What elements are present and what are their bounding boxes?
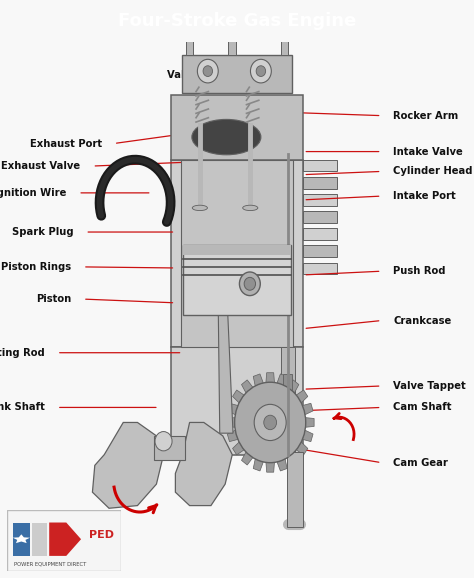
- Polygon shape: [266, 373, 274, 383]
- Polygon shape: [305, 418, 314, 427]
- Polygon shape: [277, 374, 287, 386]
- Text: Exhaust Port: Exhaust Port: [30, 139, 102, 149]
- Text: Cam Gear: Cam Gear: [393, 458, 448, 468]
- Polygon shape: [277, 459, 287, 471]
- FancyBboxPatch shape: [279, 31, 290, 39]
- Polygon shape: [175, 423, 232, 506]
- Circle shape: [155, 432, 172, 451]
- Text: Valve Tappet: Valve Tappet: [393, 381, 466, 391]
- FancyBboxPatch shape: [303, 194, 337, 206]
- FancyBboxPatch shape: [283, 374, 292, 390]
- Ellipse shape: [243, 205, 258, 210]
- FancyBboxPatch shape: [283, 412, 292, 428]
- Polygon shape: [92, 423, 164, 508]
- Text: Crank Shaft: Crank Shaft: [0, 402, 45, 413]
- FancyBboxPatch shape: [303, 262, 337, 275]
- Circle shape: [235, 382, 306, 462]
- Polygon shape: [296, 390, 308, 403]
- FancyBboxPatch shape: [171, 347, 303, 455]
- Polygon shape: [288, 380, 299, 393]
- Polygon shape: [233, 390, 244, 403]
- FancyBboxPatch shape: [281, 347, 295, 455]
- FancyBboxPatch shape: [182, 55, 292, 92]
- Text: Piston Rings: Piston Rings: [1, 262, 71, 272]
- FancyBboxPatch shape: [303, 160, 337, 172]
- Text: Ignition Wire: Ignition Wire: [0, 188, 66, 198]
- Polygon shape: [253, 459, 264, 471]
- Polygon shape: [241, 452, 253, 465]
- Text: Connecting Rod: Connecting Rod: [0, 348, 45, 358]
- Polygon shape: [228, 403, 238, 414]
- Polygon shape: [49, 523, 81, 556]
- Text: Rocker Arm: Rocker Arm: [393, 110, 459, 121]
- FancyBboxPatch shape: [303, 211, 337, 223]
- FancyBboxPatch shape: [154, 436, 185, 460]
- FancyBboxPatch shape: [303, 246, 337, 257]
- Ellipse shape: [192, 205, 208, 210]
- Text: Exhaust Valve: Exhaust Valve: [1, 161, 81, 171]
- FancyBboxPatch shape: [287, 452, 303, 527]
- Polygon shape: [266, 462, 274, 472]
- Polygon shape: [228, 430, 238, 442]
- Circle shape: [264, 415, 276, 429]
- Text: Intake Port: Intake Port: [393, 191, 456, 201]
- FancyBboxPatch shape: [171, 95, 303, 160]
- Polygon shape: [288, 452, 299, 465]
- Polygon shape: [302, 430, 313, 442]
- Polygon shape: [253, 374, 264, 386]
- Text: POWER EQUIPMENT DIRECT: POWER EQUIPMENT DIRECT: [14, 561, 86, 566]
- Polygon shape: [296, 442, 308, 455]
- Circle shape: [203, 66, 212, 76]
- FancyBboxPatch shape: [183, 246, 291, 255]
- FancyBboxPatch shape: [171, 160, 303, 347]
- FancyBboxPatch shape: [7, 510, 121, 571]
- Polygon shape: [219, 315, 233, 433]
- FancyBboxPatch shape: [228, 39, 236, 55]
- Text: Four-Stroke Gas Engine: Four-Stroke Gas Engine: [118, 12, 356, 30]
- FancyBboxPatch shape: [227, 31, 238, 39]
- Circle shape: [254, 405, 286, 440]
- FancyBboxPatch shape: [181, 160, 293, 347]
- Text: Valve Springs: Valve Springs: [167, 71, 245, 80]
- FancyBboxPatch shape: [183, 246, 291, 315]
- Text: Push Rod: Push Rod: [393, 266, 446, 276]
- Text: Piston: Piston: [36, 294, 71, 304]
- Text: Crankcase: Crankcase: [393, 316, 452, 325]
- Text: Spark Plug: Spark Plug: [12, 227, 73, 237]
- Circle shape: [244, 277, 255, 290]
- Ellipse shape: [192, 120, 261, 155]
- FancyBboxPatch shape: [281, 39, 288, 55]
- Circle shape: [239, 272, 260, 295]
- FancyBboxPatch shape: [303, 228, 337, 240]
- Text: PED: PED: [89, 529, 114, 540]
- Polygon shape: [226, 418, 235, 427]
- Circle shape: [197, 60, 218, 83]
- Text: Intake Valve: Intake Valve: [393, 147, 463, 157]
- Text: Cylinder Head: Cylinder Head: [393, 166, 473, 176]
- Circle shape: [256, 66, 265, 76]
- Polygon shape: [233, 442, 244, 455]
- FancyBboxPatch shape: [186, 39, 193, 55]
- Polygon shape: [302, 403, 313, 414]
- Polygon shape: [241, 380, 253, 393]
- FancyBboxPatch shape: [13, 523, 30, 556]
- FancyBboxPatch shape: [303, 177, 337, 188]
- Polygon shape: [13, 534, 30, 543]
- Circle shape: [250, 60, 271, 83]
- FancyBboxPatch shape: [32, 523, 47, 556]
- FancyBboxPatch shape: [184, 31, 195, 39]
- Text: Cam Shaft: Cam Shaft: [393, 402, 452, 413]
